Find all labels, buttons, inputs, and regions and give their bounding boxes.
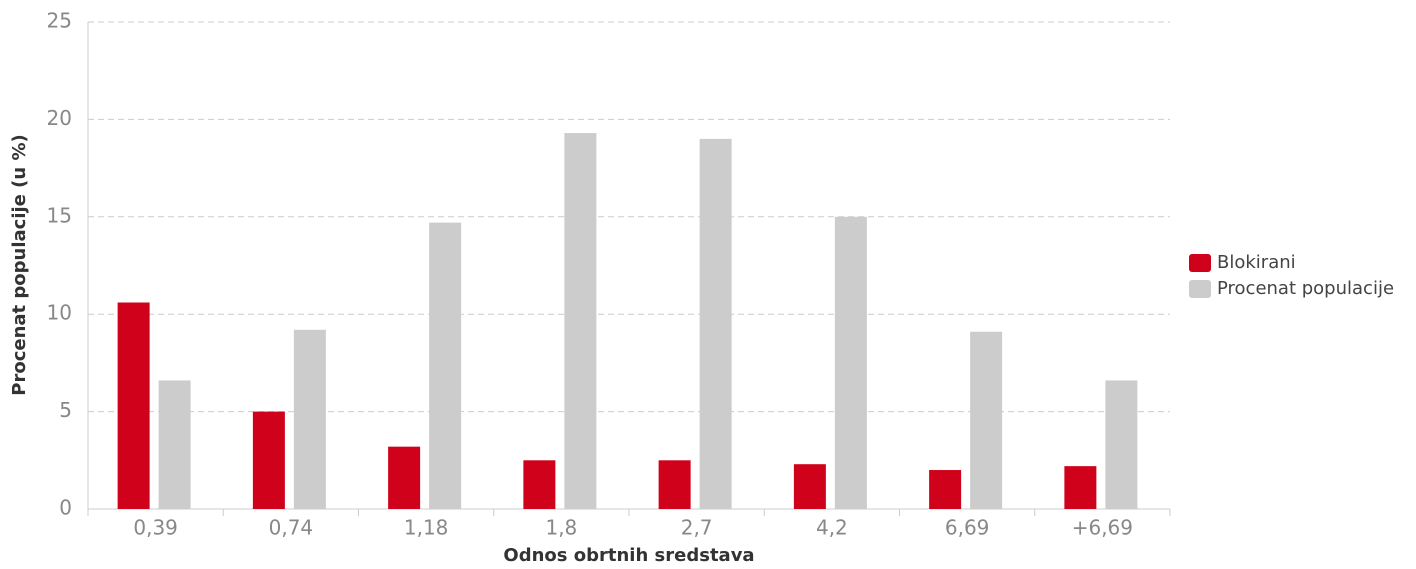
x-tick-label: 6,69	[945, 516, 990, 540]
bar	[523, 460, 556, 509]
y-tick-label: 10	[47, 301, 72, 325]
bar	[658, 460, 691, 509]
y-tick-label: 25	[47, 9, 72, 33]
y-tick-label: 0	[59, 496, 72, 520]
bar	[117, 302, 150, 509]
legend-label: Blokirani	[1217, 252, 1296, 273]
x-tick-label: 4,2	[816, 516, 848, 540]
bar	[564, 133, 597, 509]
x-tick-label: 0,74	[269, 516, 314, 540]
bar	[158, 380, 191, 509]
x-tick-label: +6,69	[1072, 516, 1133, 540]
legend-swatch	[1189, 254, 1211, 272]
x-axis-title: Odnos obrtnih sredstava	[503, 545, 754, 566]
bar	[293, 329, 326, 509]
bar	[252, 411, 285, 509]
y-axis-title: Procenat populacije (u %)	[9, 134, 30, 395]
x-tick-label: 1,8	[545, 516, 577, 540]
legend-label: Procenat populacije	[1217, 278, 1394, 299]
bar	[834, 216, 867, 510]
bar	[699, 138, 732, 509]
bar	[429, 222, 462, 510]
bar	[970, 331, 1003, 509]
y-tick-label: 15	[47, 203, 72, 227]
bar	[793, 464, 826, 509]
legend-swatch	[1189, 280, 1211, 298]
x-tick-label: 2,7	[681, 516, 713, 540]
y-tick-label: 20	[47, 106, 72, 130]
bar	[388, 446, 421, 509]
bar	[929, 470, 962, 509]
y-tick-label: 5	[59, 398, 72, 422]
x-tick-label: 0,39	[133, 516, 178, 540]
bar	[1105, 380, 1138, 509]
x-tick-label: 1,18	[404, 516, 449, 540]
bar	[1064, 466, 1097, 509]
